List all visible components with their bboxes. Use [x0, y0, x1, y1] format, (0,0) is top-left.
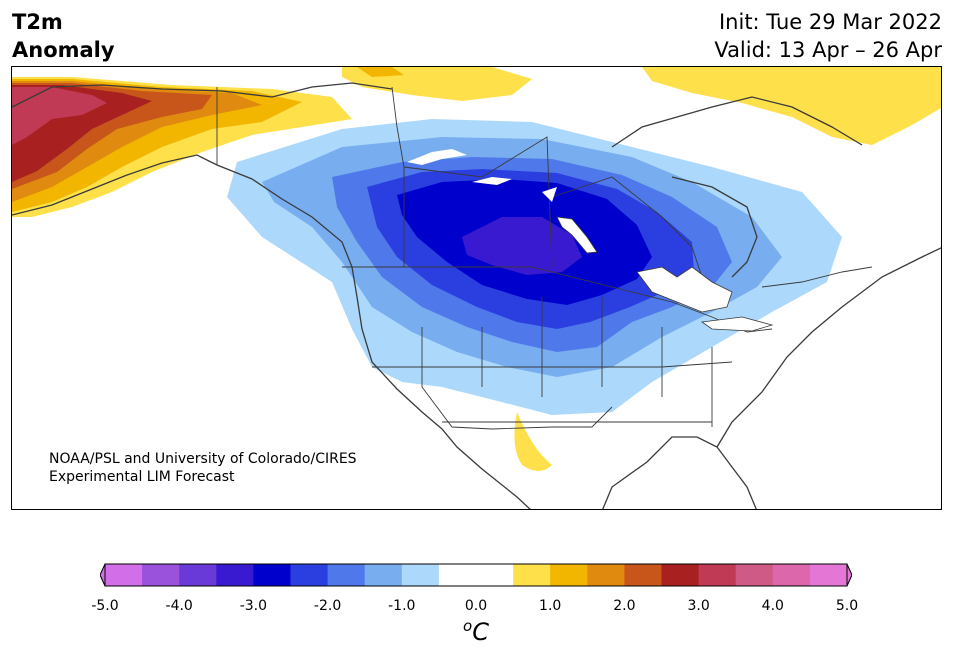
- coastlines: [12, 82, 941, 509]
- colorbar-segment: [735, 564, 774, 586]
- colorbar-over-arrow: [846, 563, 852, 587]
- valid-date: Valid: 13 Apr – 26 Apr: [714, 38, 942, 62]
- variable-title: T2m: [12, 10, 63, 34]
- colorbar-tick-label: -3.0: [239, 598, 268, 614]
- colorbar-segment: [364, 564, 403, 586]
- credit-line-1: NOAA/PSL and University of Colorado/CIRE…: [49, 451, 357, 467]
- title-block: T2m Anomaly: [12, 8, 115, 64]
- colorbar-segment: [290, 564, 329, 586]
- colorbar-segment: [587, 564, 625, 586]
- unit-superscript: o: [463, 617, 473, 635]
- alaska-warm-anomaly: [12, 77, 352, 217]
- colorbar-segment: [142, 564, 180, 586]
- colorbar-segment: [401, 564, 440, 586]
- cold-anomaly: [227, 119, 842, 415]
- colorbar-segment: [179, 564, 217, 586]
- colorbar-tick-label: -5.0: [91, 598, 119, 614]
- colorbar-segment: [216, 564, 254, 586]
- colorbar-segment: [809, 564, 848, 586]
- colorbar-segment: [476, 564, 514, 586]
- unit-label: oC: [463, 617, 489, 646]
- anomaly-subtitle: Anomaly: [12, 38, 115, 62]
- great-lakes: [556, 216, 774, 332]
- colorbar-segments: [105, 564, 848, 586]
- colorbar-outline: [104, 563, 848, 587]
- map-canvas: [12, 67, 941, 509]
- colorbar-tick-label: 0.0: [464, 598, 488, 614]
- colorbar-segment: [661, 564, 700, 586]
- colorbar-tick-label: 4.0: [761, 598, 784, 614]
- arctic-warm-anomaly: [342, 67, 941, 471]
- credit-line-2: Experimental LIM Forecast: [49, 469, 235, 485]
- colorbar-tick-label: 2.0: [613, 598, 636, 614]
- colorbar-tick-label: -2.0: [313, 598, 342, 614]
- colorbar-segment: [105, 564, 143, 586]
- credit-text: NOAA/PSL and University of Colorado/CIRE…: [49, 450, 357, 486]
- masked-areas: [407, 149, 557, 202]
- date-block: Init: Tue 29 Mar 2022 Valid: 13 Apr – 26…: [714, 8, 942, 64]
- colorbar-segment: [513, 564, 551, 586]
- init-date: Init: Tue 29 Mar 2022: [718, 10, 942, 34]
- political-borders: [216, 86, 873, 430]
- colorbar-tick-label: 5.0: [835, 598, 859, 614]
- unit-main: C: [472, 618, 489, 646]
- colorbar: [100, 563, 852, 587]
- colorbar-segment: [253, 564, 291, 586]
- colorbar-under-arrow: [100, 563, 106, 587]
- colorbar-tick-label: -4.0: [165, 598, 193, 614]
- colorbar-segment: [698, 564, 737, 586]
- colorbar-tick-label: 3.0: [687, 598, 710, 614]
- anomaly-map: [11, 66, 942, 510]
- colorbar-segment: [327, 564, 366, 586]
- colorbar-tick-label: 1.0: [539, 598, 562, 614]
- colorbar-segment: [438, 564, 477, 586]
- colorbar-segment: [772, 564, 811, 586]
- colorbar-segment: [550, 564, 588, 586]
- colorbar-tick-label: -1.0: [388, 598, 416, 614]
- colorbar-segment: [624, 564, 662, 586]
